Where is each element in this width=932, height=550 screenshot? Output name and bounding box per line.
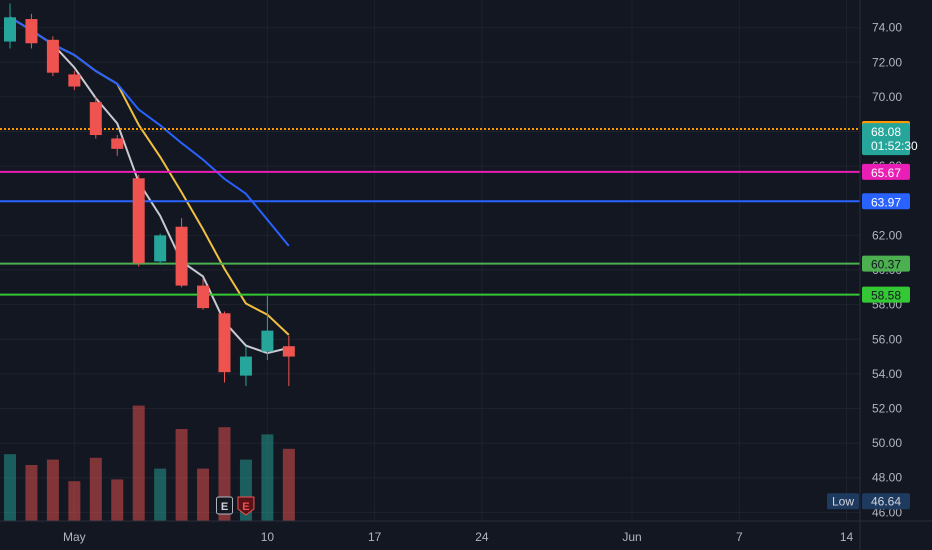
price-tag-blue-box (862, 193, 910, 210)
volume-bar (89, 457, 102, 521)
candle-body (154, 235, 167, 262)
candle[interactable] (261, 295, 274, 361)
candle[interactable] (175, 218, 188, 288)
y-tick-label: 70.00 (872, 90, 902, 104)
event-badge[interactable]: E (237, 496, 255, 516)
low-marker-value: 46.64 (871, 494, 901, 508)
y-tick-label: 52.00 (872, 401, 902, 415)
x-tick-label: Jun (622, 530, 641, 544)
candle-body (197, 285, 210, 309)
y-tick-label: 54.00 (872, 367, 902, 381)
y-tick-label: 56.00 (872, 332, 902, 346)
x-tick-label: 7 (736, 530, 743, 544)
candle-body (261, 330, 274, 352)
volume-bar (132, 405, 145, 521)
candle-body (218, 313, 231, 373)
candle[interactable] (4, 3, 16, 49)
x-tick-label: May (63, 530, 86, 544)
y-tick-label: 74.00 (872, 21, 902, 35)
price-tags: 68.1565.6763.9760.3758.5868.0801:52:30Lo… (827, 120, 918, 510)
price-tag-green-upper-text: 60.37 (871, 258, 901, 272)
price-tag-green-lower-text: 58.58 (871, 289, 901, 303)
price-tag-green-upper-box (862, 255, 910, 272)
horizontal-price-lines[interactable] (0, 127, 860, 296)
last-price-tag-text: 01:52:30 (871, 139, 918, 153)
price-tag-blue-text: 63.97 (871, 195, 901, 209)
event-badge-label: E (221, 501, 228, 513)
candle[interactable] (239, 346, 252, 386)
event-badge[interactable]: E (216, 496, 233, 515)
volume-bar (111, 479, 124, 521)
candle[interactable] (218, 311, 231, 383)
x-tick-label: 24 (475, 530, 489, 544)
event-badge-shape (216, 496, 233, 515)
price-tag-green-lower: 58.58 (862, 286, 910, 303)
volume-bar (68, 481, 81, 521)
volume-bar (175, 429, 188, 521)
last-price-tag-text: 68.08 (871, 125, 901, 139)
candle-body (132, 178, 145, 264)
event-badge-shape (237, 496, 255, 516)
price-tag-magenta-box (862, 163, 910, 180)
candle[interactable] (132, 174, 145, 267)
volume-bar (4, 454, 16, 521)
candle-body (4, 17, 16, 42)
price-tag-magenta-text: 65.67 (871, 166, 901, 180)
candle-body (68, 74, 81, 87)
candle-body (25, 19, 38, 44)
event-badge-label: E (242, 501, 249, 513)
price-tag-green-upper: 60.37 (862, 255, 910, 272)
y-tick-label: 50.00 (872, 436, 902, 450)
candle[interactable] (111, 135, 124, 156)
candle[interactable] (282, 335, 295, 386)
candle-body (89, 102, 102, 136)
candle-body (282, 346, 295, 357)
candle-body (111, 138, 124, 149)
volume-bar (282, 448, 295, 521)
y-tick-label: 62.00 (872, 228, 902, 242)
candle[interactable] (154, 233, 167, 265)
candlesticks[interactable] (4, 3, 295, 386)
candle-body (239, 356, 252, 376)
candle[interactable] (25, 13, 38, 49)
price-tag-green-lower-box (862, 286, 910, 303)
candle-body (46, 39, 59, 73)
volume-bar (154, 468, 167, 521)
volume-bar (46, 459, 59, 521)
candle[interactable] (197, 278, 210, 310)
x-tick-label: 17 (368, 530, 382, 544)
low-marker-value-box (862, 493, 910, 510)
volume-bar (261, 434, 274, 521)
low-marker-label-box (827, 493, 859, 510)
low-marker: Low 46.64 (827, 493, 910, 510)
candle[interactable] (89, 96, 102, 139)
last-price-tag-box (862, 123, 910, 156)
time-axis[interactable]: May 10 17 24 Jun 7 14 (63, 530, 854, 544)
volume-bar (25, 465, 38, 521)
y-tick-label: 48.00 (872, 471, 902, 485)
low-marker-label: Low (832, 494, 854, 508)
candle-body (175, 226, 188, 286)
x-tick-label: 14 (840, 530, 854, 544)
y-tick-label: 72.00 (872, 55, 902, 69)
x-tick-label: 10 (261, 530, 275, 544)
price-tag-blue: 63.97 (862, 193, 910, 210)
price-tag-magenta: 65.67 (862, 163, 910, 180)
candle[interactable] (46, 36, 59, 77)
candle[interactable] (68, 70, 81, 91)
volume-bar (197, 468, 210, 521)
